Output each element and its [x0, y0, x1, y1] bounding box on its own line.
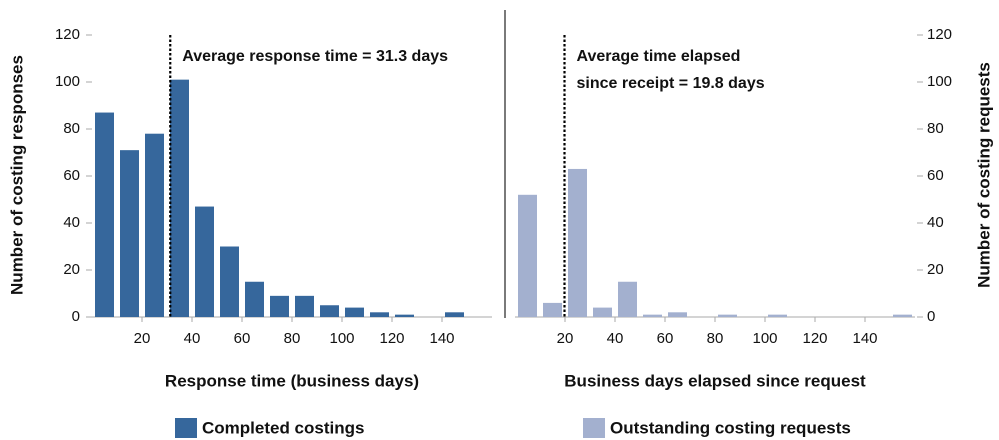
y-tick-label: 40: [63, 214, 80, 231]
bar: [195, 206, 214, 317]
bar: [170, 79, 189, 318]
y-axis-label: Number of costing requests: [974, 62, 993, 288]
bar: [568, 168, 587, 317]
y-tick-label: 100: [55, 73, 80, 90]
legend-swatch: [175, 418, 197, 438]
y-tick-label: 60: [927, 167, 944, 184]
bar: [270, 295, 289, 317]
bar: [893, 314, 912, 317]
bar: [295, 295, 314, 317]
y-tick-label: 80: [927, 120, 944, 137]
y-tick-label: 20: [63, 261, 80, 278]
x-tick-label: 80: [707, 330, 724, 347]
bar: [95, 112, 114, 317]
legend-label: Outstanding costing requests: [610, 418, 851, 437]
x-tick-label: 140: [429, 330, 454, 347]
x-tick-label: 20: [134, 330, 151, 347]
x-tick-label: 60: [657, 330, 674, 347]
y-tick-label: 100: [927, 73, 952, 90]
bar: [643, 314, 662, 317]
x-tick-label: 40: [184, 330, 201, 347]
y-tick-label: 60: [63, 167, 80, 184]
bar: [593, 307, 612, 317]
annotation: since receipt = 19.8 days: [577, 75, 765, 92]
x-tick-label: 140: [852, 330, 877, 347]
bar: [395, 314, 414, 317]
bar: [768, 314, 787, 317]
x-tick-label: 100: [329, 330, 354, 347]
bar: [370, 312, 389, 317]
bar: [220, 246, 239, 317]
x-axis-label: Response time (business days): [165, 371, 419, 390]
y-tick-label: 80: [63, 120, 80, 137]
x-tick-label: 80: [284, 330, 301, 347]
annotation: Average time elapsed: [577, 48, 741, 65]
bar: [345, 307, 364, 317]
annotation: Average response time = 31.3 days: [182, 48, 448, 65]
x-tick-label: 120: [802, 330, 827, 347]
bar: [245, 281, 264, 317]
y-tick-label: 0: [927, 308, 935, 325]
bar: [518, 194, 537, 317]
x-tick-label: 20: [557, 330, 574, 347]
x-tick-label: 100: [752, 330, 777, 347]
bar: [543, 302, 562, 317]
legend-swatch: [583, 418, 605, 438]
x-tick-label: 60: [234, 330, 251, 347]
bar: [445, 312, 464, 317]
bar: [718, 314, 737, 317]
x-tick-label: 120: [379, 330, 404, 347]
bar: [668, 312, 687, 317]
y-tick-label: 0: [72, 308, 80, 325]
y-axis-label: Number of costing responses: [7, 55, 26, 295]
bar: [120, 150, 139, 317]
y-tick-label: 120: [55, 26, 80, 43]
y-tick-label: 120: [927, 26, 952, 43]
bar: [145, 133, 164, 317]
y-tick-label: 40: [927, 214, 944, 231]
y-tick-label: 20: [927, 261, 944, 278]
x-axis-label: Business days elapsed since request: [564, 371, 866, 390]
bar: [618, 281, 637, 317]
legend-label: Completed costings: [202, 418, 364, 437]
bar: [320, 305, 339, 317]
x-tick-label: 40: [607, 330, 624, 347]
